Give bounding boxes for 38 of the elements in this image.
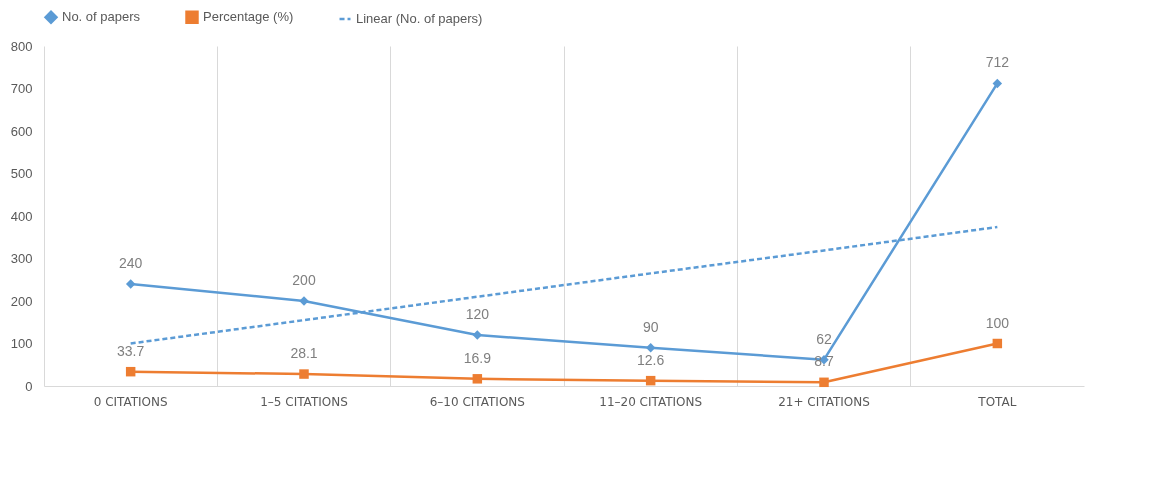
y-tick-label: 200: [10, 293, 33, 309]
data-label: 712: [985, 54, 1010, 71]
legend-label: Percentage (%): [203, 9, 294, 25]
y-tick-label: 600: [10, 123, 33, 139]
data-label: 33.7: [117, 342, 145, 359]
data-label: 62: [816, 330, 832, 347]
point: [299, 369, 309, 379]
point: [645, 375, 656, 386]
x-tick-label: 0 CITATIONS: [93, 394, 168, 409]
y-tick-label: 500: [10, 166, 33, 181]
x-tick-label: 21+ CITATIONS: [778, 394, 870, 409]
legend-label: No. of papers: [62, 9, 141, 25]
y-tick-label: 400: [10, 208, 33, 224]
y-tick-label: 300: [10, 251, 33, 266]
point: [819, 377, 829, 388]
x-tick-label: 6–10 CITATIONS: [429, 394, 525, 409]
point: [472, 374, 483, 384]
point: [645, 343, 656, 353]
point: [992, 338, 1003, 349]
point: [125, 279, 136, 289]
y-tick-label: 0: [25, 378, 33, 394]
data-label: 90: [642, 318, 659, 335]
data-label: 200: [292, 272, 316, 288]
point: [125, 366, 136, 377]
x-tick-label: 1–5 CITATIONS: [260, 394, 348, 409]
y-tick-label: 100: [10, 336, 33, 351]
x-tick-label: TOTAL: [977, 394, 1017, 409]
data-label: 28.1: [290, 345, 318, 362]
data-label: 16.9: [463, 349, 492, 366]
data-label: 100: [985, 314, 1010, 331]
y-tick-label: 700: [10, 81, 33, 96]
data-label: 12.6: [637, 351, 665, 368]
data-label: 240: [118, 255, 143, 271]
point: [992, 78, 1003, 89]
legend-label: Linear (No. of papers): [356, 11, 483, 26]
y-tick-label: 800: [10, 38, 33, 54]
data-label: 120: [465, 306, 490, 322]
x-tick-label: 11–20 CITATIONS: [599, 394, 703, 409]
